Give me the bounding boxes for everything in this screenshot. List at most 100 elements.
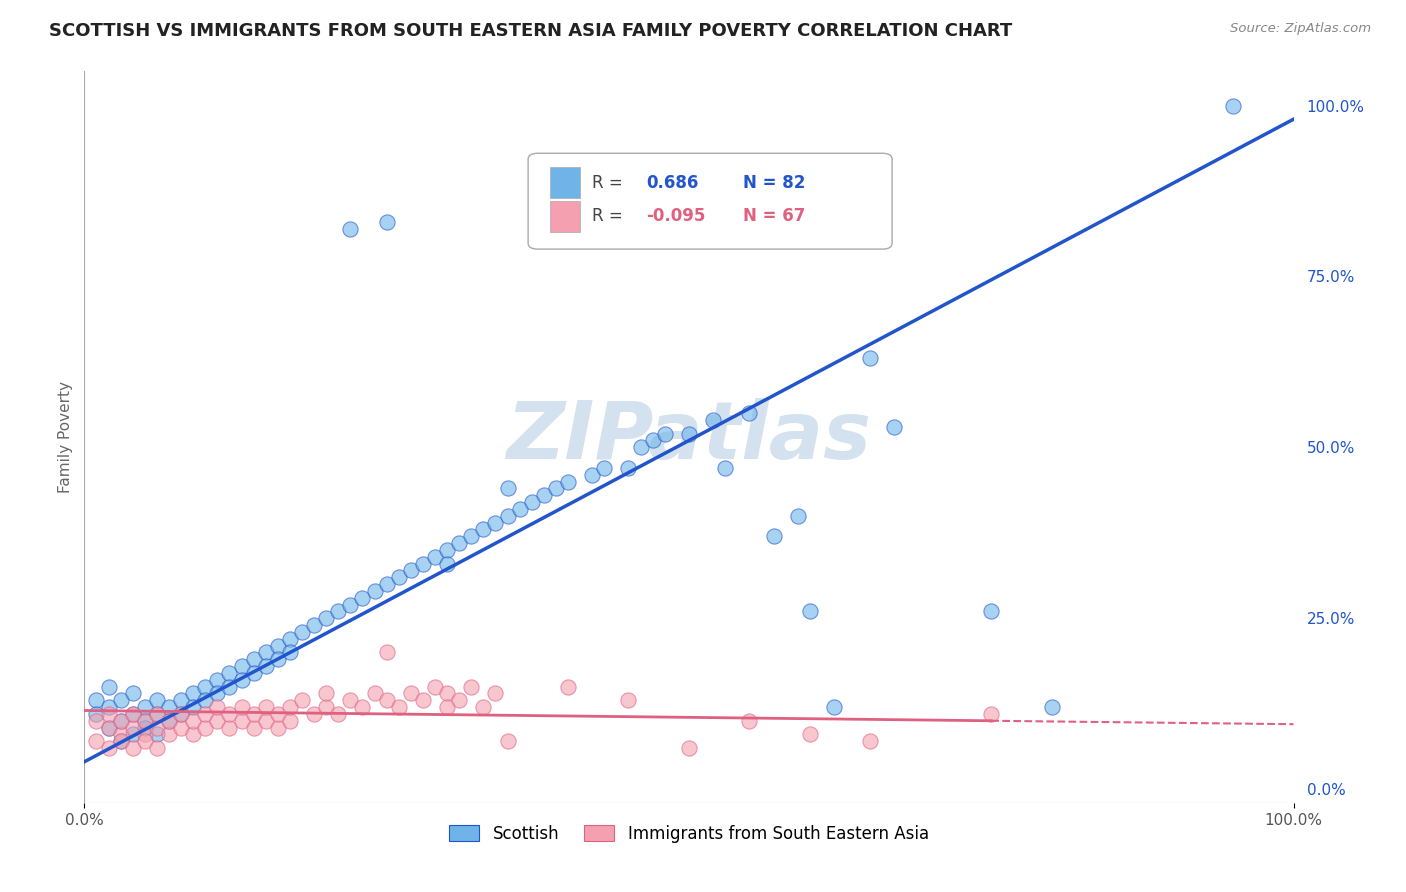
Point — [110, 693, 132, 707]
Point — [134, 700, 156, 714]
Point — [194, 680, 217, 694]
Point — [496, 508, 519, 523]
Point — [121, 721, 143, 735]
Point — [436, 557, 458, 571]
Point — [363, 583, 385, 598]
Point — [1222, 98, 1244, 112]
Point — [218, 721, 240, 735]
Point — [352, 700, 374, 714]
Point — [472, 700, 495, 714]
Point — [496, 734, 519, 748]
FancyBboxPatch shape — [529, 153, 891, 249]
FancyBboxPatch shape — [550, 167, 581, 198]
Text: -0.095: -0.095 — [647, 207, 706, 225]
Point — [302, 618, 325, 632]
Point — [146, 727, 169, 741]
Point — [218, 665, 240, 680]
Point — [170, 693, 193, 707]
Point — [883, 420, 905, 434]
Point — [146, 706, 169, 721]
Point — [423, 680, 446, 694]
Point — [231, 673, 253, 687]
Point — [146, 693, 169, 707]
Point — [859, 734, 882, 748]
Point — [267, 639, 290, 653]
Point — [181, 714, 204, 728]
Point — [157, 700, 180, 714]
Point — [352, 591, 374, 605]
Point — [231, 659, 253, 673]
Point — [254, 700, 277, 714]
Text: R =: R = — [592, 207, 628, 225]
Point — [278, 645, 301, 659]
Point — [134, 734, 156, 748]
Point — [738, 406, 761, 420]
Point — [799, 727, 821, 741]
Point — [110, 727, 132, 741]
Point — [194, 721, 217, 735]
Point — [278, 632, 301, 646]
Point — [97, 721, 120, 735]
Point — [231, 700, 253, 714]
Point — [315, 700, 337, 714]
Text: N = 82: N = 82 — [744, 174, 806, 192]
Point — [170, 706, 193, 721]
Point — [388, 700, 411, 714]
Point — [170, 721, 193, 735]
Point — [339, 221, 361, 235]
Point — [97, 680, 120, 694]
Point — [460, 529, 482, 543]
Point — [762, 529, 785, 543]
Point — [242, 706, 264, 721]
Point — [714, 460, 737, 475]
Point — [678, 741, 700, 756]
Point — [146, 706, 169, 721]
Point — [436, 686, 458, 700]
Point — [134, 721, 156, 735]
Point — [339, 693, 361, 707]
Point — [1040, 700, 1063, 714]
Point — [242, 652, 264, 666]
Point — [399, 563, 422, 577]
Point — [278, 714, 301, 728]
Point — [484, 686, 506, 700]
Point — [110, 734, 132, 748]
Point — [97, 741, 120, 756]
Point — [786, 508, 808, 523]
Point — [520, 495, 543, 509]
Point — [980, 706, 1002, 721]
Point — [254, 645, 277, 659]
Point — [375, 215, 398, 229]
Point — [375, 693, 398, 707]
Point — [544, 481, 567, 495]
Text: Source: ZipAtlas.com: Source: ZipAtlas.com — [1230, 22, 1371, 36]
Point — [121, 686, 143, 700]
Point — [581, 467, 603, 482]
Point — [291, 693, 314, 707]
Point — [146, 741, 169, 756]
Point — [194, 693, 217, 707]
Point — [399, 686, 422, 700]
Point — [110, 714, 132, 728]
Point — [110, 714, 132, 728]
Point — [146, 721, 169, 735]
Point — [593, 460, 616, 475]
Point — [630, 440, 652, 454]
Point — [121, 741, 143, 756]
Point — [170, 706, 193, 721]
Point — [436, 700, 458, 714]
Point — [980, 604, 1002, 618]
Point — [302, 706, 325, 721]
Text: R =: R = — [592, 174, 628, 192]
Point — [533, 488, 555, 502]
Point — [267, 652, 290, 666]
Point — [460, 680, 482, 694]
Point — [617, 460, 640, 475]
Point — [267, 721, 290, 735]
Point — [134, 714, 156, 728]
Point — [157, 714, 180, 728]
Point — [641, 434, 664, 448]
Point — [86, 693, 108, 707]
Point — [859, 351, 882, 366]
Point — [86, 706, 108, 721]
